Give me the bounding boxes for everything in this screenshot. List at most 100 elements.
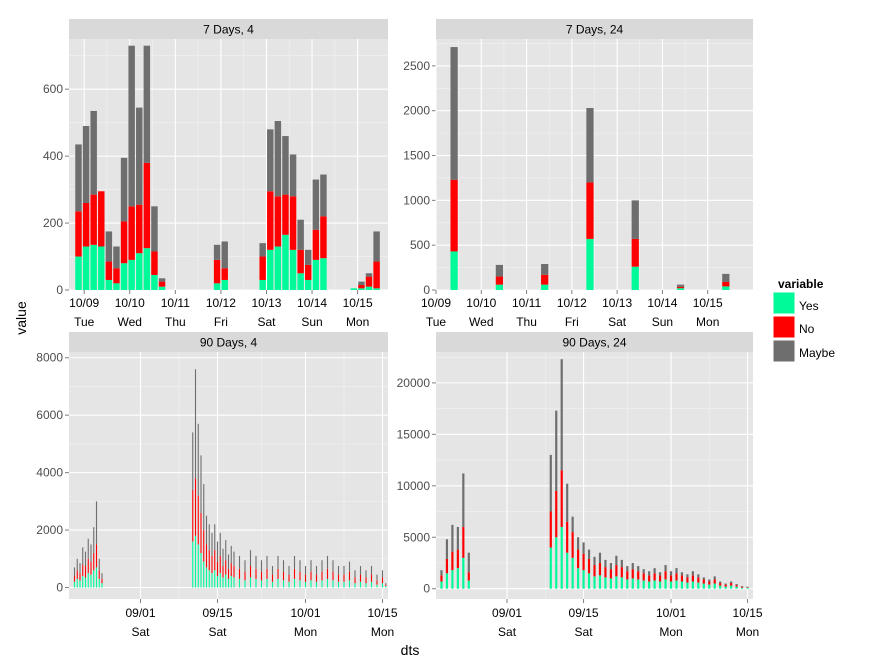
legend-key-no xyxy=(772,315,796,339)
x-tick-label: Fri xyxy=(214,315,228,329)
bar-segment-maybe xyxy=(669,571,673,576)
y-tick-label: 2000 xyxy=(36,523,63,537)
bar-segment-yes xyxy=(304,581,307,588)
x-tick-label: 09/01 xyxy=(492,606,522,620)
bar-segment-yes xyxy=(467,580,470,589)
bar-segment-maybe xyxy=(631,200,639,239)
bar-segment-maybe xyxy=(225,540,227,561)
bar-segment-no xyxy=(267,191,274,250)
bar-segment-yes xyxy=(555,537,558,589)
bar-segment-maybe xyxy=(230,545,232,564)
bar-segment-no xyxy=(376,580,378,585)
bar-segment-no xyxy=(719,583,722,586)
bar-segment-maybe xyxy=(221,241,228,269)
x-tick-label: 10/11 xyxy=(512,296,541,310)
bar-segment-no xyxy=(326,568,329,579)
bar-segment-maybe xyxy=(297,219,304,250)
facet-panel: 90 Days, 24 0 5000 10000 15000 20000 09/01 Sat 0… xyxy=(397,332,763,639)
bar-segment-no xyxy=(642,573,645,581)
legend-label-maybe: Maybe xyxy=(799,346,835,360)
bar-segment-maybe xyxy=(343,565,345,575)
legend-label-no: No xyxy=(799,322,815,336)
bar-segment-yes xyxy=(93,570,95,588)
bar-segment-no xyxy=(90,561,92,575)
bar-segment-yes xyxy=(631,266,639,290)
bar-segment-maybe xyxy=(238,555,241,569)
bar-segment-maybe xyxy=(467,552,470,573)
x-tick-label: 10/15 xyxy=(693,296,723,310)
bar-segment-yes xyxy=(381,583,384,588)
bar-segment-yes xyxy=(456,568,459,589)
bar-segment-maybe xyxy=(73,567,76,577)
legend-title: variable xyxy=(778,277,824,291)
bar-segment-no xyxy=(664,571,667,580)
bar-segment-yes xyxy=(615,576,618,589)
x-tick-label: 10/12 xyxy=(557,296,587,310)
bar-segment-no xyxy=(680,575,684,582)
bar-segment-yes xyxy=(274,246,282,290)
x-tick-label: 10/10 xyxy=(115,296,145,310)
bar-segment-maybe xyxy=(664,565,667,572)
bar-segment-no xyxy=(321,571,323,581)
bar-segment-no xyxy=(238,568,241,579)
bar-segment-maybe xyxy=(75,144,82,212)
bar-segment-maybe xyxy=(299,560,301,572)
bar-segment-yes xyxy=(358,288,365,290)
bar-segment-no xyxy=(722,281,730,287)
bar-segment-maybe xyxy=(203,484,205,531)
bar-segment-maybe xyxy=(219,532,221,556)
bar-segment-no xyxy=(337,574,340,582)
bar-segment-maybe xyxy=(82,547,84,565)
x-tick-label: Thu xyxy=(165,315,186,329)
bar-segment-no xyxy=(332,571,334,581)
bar-segment-maybe xyxy=(151,206,158,252)
bar-segment-no xyxy=(365,276,373,287)
bar-segment-maybe xyxy=(598,552,602,563)
bar-segment-no xyxy=(255,568,257,579)
bar-segment-maybe xyxy=(305,249,312,265)
bar-segment-yes xyxy=(205,567,208,588)
y-tick-label: 2500 xyxy=(403,59,430,73)
bar-segment-maybe xyxy=(676,284,685,287)
bar-segment-yes xyxy=(238,578,241,588)
bar-segment-yes xyxy=(376,584,378,588)
bar-segment-yes xyxy=(577,568,580,589)
bar-segment-maybe xyxy=(450,47,458,180)
bar-segment-maybe xyxy=(440,570,443,576)
bar-segment-maybe xyxy=(555,410,558,491)
bar-segment-maybe xyxy=(385,583,387,585)
bar-segment-no xyxy=(676,286,685,289)
bar-segment-maybe xyxy=(128,45,135,207)
y-tick-label: 0 xyxy=(423,582,430,596)
bar-segment-no xyxy=(320,216,327,259)
bar-segment-no xyxy=(136,204,143,254)
facet-title: 7 Days, 24 xyxy=(566,23,624,37)
bar-segment-maybe xyxy=(332,560,334,572)
bar-segment-yes xyxy=(631,578,634,589)
bar-segment-no xyxy=(113,268,120,284)
bar-segment-maybe xyxy=(211,532,213,556)
bar-segment-yes xyxy=(702,583,705,589)
x-tick-label: Sat xyxy=(131,625,150,639)
legend-key-maybe xyxy=(772,339,796,363)
bar-segment-maybe xyxy=(98,558,100,571)
bar-segment-no xyxy=(740,586,744,588)
y-tick-label: 500 xyxy=(410,238,430,252)
bar-segment-yes xyxy=(230,576,232,588)
bar-segment-no xyxy=(359,574,362,582)
bar-segment-no xyxy=(282,194,289,235)
facet-title: 7 Days, 4 xyxy=(203,23,254,37)
bar-segment-maybe xyxy=(120,157,128,222)
bar-segment-maybe xyxy=(216,541,219,562)
bar-segment-yes xyxy=(310,580,312,588)
bar-segment-yes xyxy=(669,581,673,589)
bar-segment-no xyxy=(214,550,216,571)
bar-segment-no xyxy=(277,568,279,579)
bar-segment-yes xyxy=(213,283,221,290)
bar-segment-maybe xyxy=(577,537,580,550)
bar-segment-no xyxy=(637,571,640,580)
bar-segment-no xyxy=(90,194,97,245)
bar-segment-maybe xyxy=(735,584,738,586)
y-tick-label: 15000 xyxy=(397,427,431,441)
x-tick-label: 10/15 xyxy=(343,296,373,310)
